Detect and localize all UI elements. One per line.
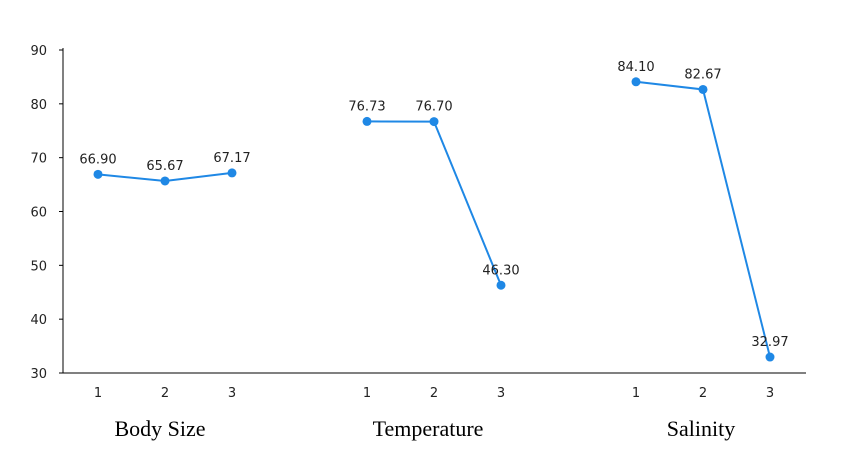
x-tick-label: 1: [363, 386, 371, 401]
data-point: [93, 169, 103, 179]
y-tick-label: 50: [30, 259, 47, 274]
data-label: 76.73: [348, 99, 385, 114]
group-label: Temperature: [373, 416, 484, 441]
x-tick-label: 3: [497, 386, 505, 401]
x-tick-label: 2: [699, 386, 707, 401]
data-point: [227, 168, 237, 178]
x-tick-label: 1: [632, 386, 640, 401]
data-point: [160, 176, 170, 186]
data-label: 67.17: [213, 151, 250, 166]
y-tick-label: 60: [30, 206, 47, 221]
x-tick-label: 2: [161, 386, 169, 401]
series: 66.90 65.67 67.17 76.73 76.70 46.30 84.10 82.67…: [79, 60, 789, 362]
data-label: 66.90: [79, 152, 116, 167]
y-tick-label: 40: [30, 313, 47, 328]
series-group: 84.10 82.67 32.97: [617, 60, 789, 362]
series-group: 76.73 76.70 46.30: [348, 99, 520, 290]
data-point: [698, 84, 708, 94]
data-point: [362, 116, 372, 126]
data-label: 82.67: [684, 67, 721, 82]
data-point: [496, 280, 506, 290]
x-tick-label: 3: [228, 386, 236, 401]
data-label: 76.70: [415, 100, 452, 115]
group-label: Body Size: [114, 416, 205, 441]
series-group: 66.90 65.67 67.17: [79, 151, 251, 186]
data-point: [429, 117, 439, 127]
data-label: 84.10: [617, 60, 654, 75]
series-line: [366, 120, 502, 286]
group-label: Salinity: [667, 416, 735, 441]
data-point: [631, 77, 641, 87]
data-point: [765, 352, 775, 362]
data-label: 32.97: [751, 335, 788, 350]
y-tick-label: 90: [30, 44, 47, 59]
x-tick-label: 3: [766, 386, 774, 401]
group-labels: Body Size Temperature Salinity: [114, 416, 735, 441]
data-label: 65.67: [146, 159, 183, 174]
data-label: 46.30: [482, 263, 519, 278]
series-line: [635, 80, 771, 358]
y-tick-label: 80: [30, 98, 47, 113]
y-tick-label: 70: [30, 152, 47, 167]
y-tick-label: 30: [30, 367, 47, 382]
axes: 30 40 50 60 70 80 90 1 2 3 1 2 3 1 2 3: [30, 44, 806, 401]
x-tick-label: 1: [94, 386, 102, 401]
x-tick-label: 2: [430, 386, 438, 401]
